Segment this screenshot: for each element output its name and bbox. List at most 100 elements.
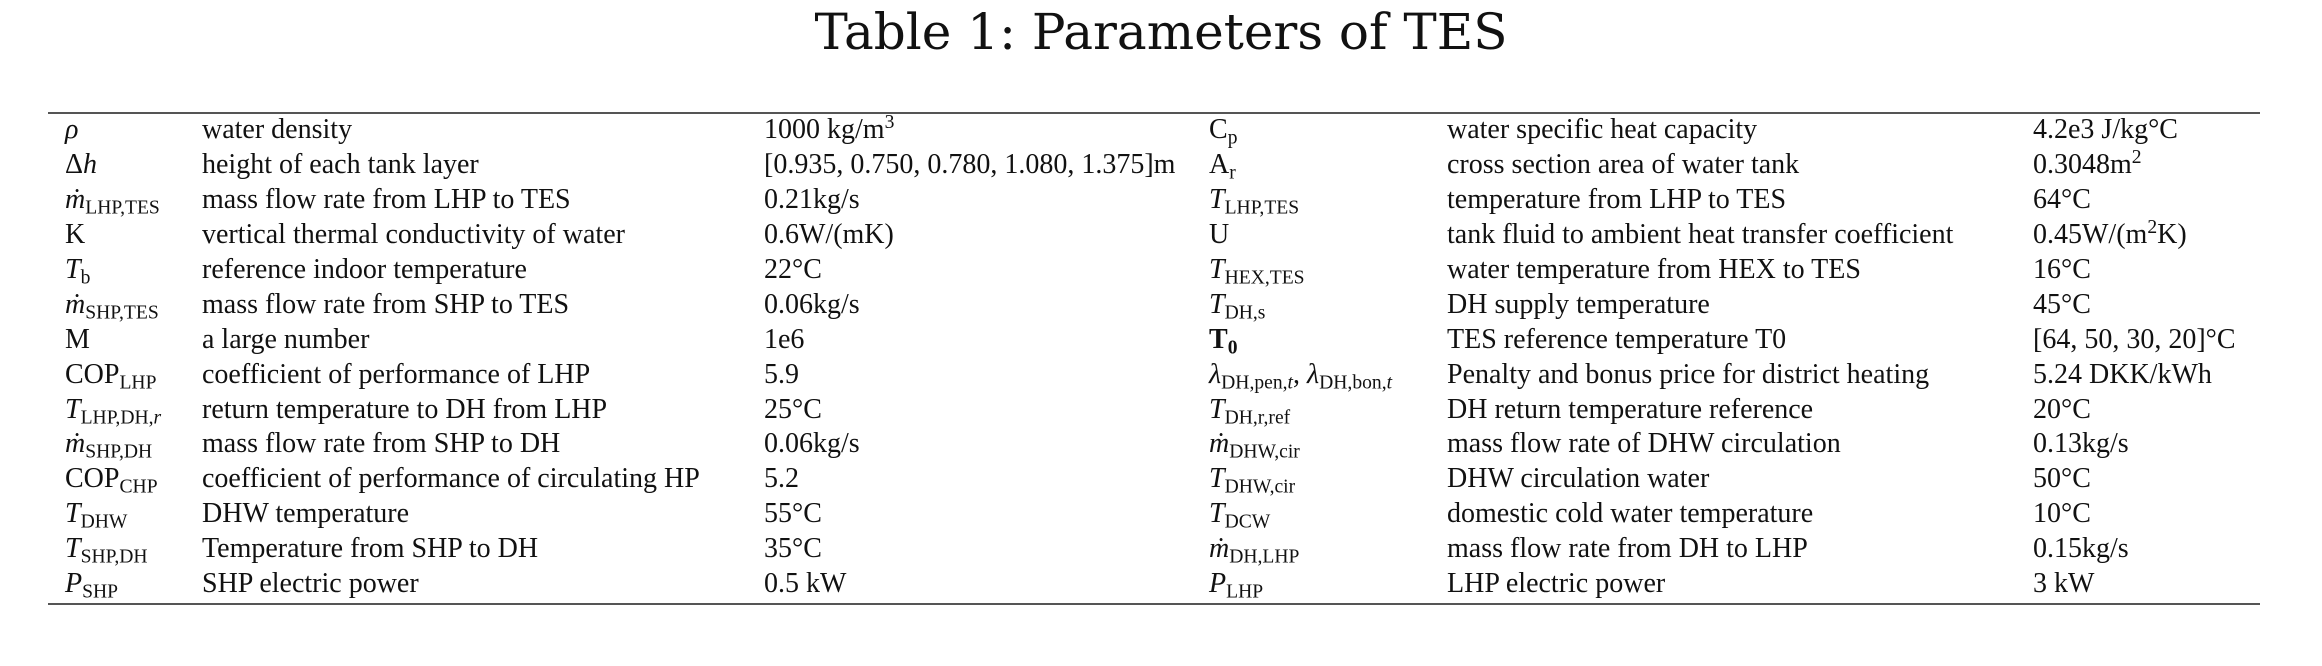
symbol-cell: ṁSHP,DH [65, 428, 153, 463]
description-cell: coefficient of performance of circulatin… [202, 463, 700, 495]
value-cell: 4.2e3 J/kg°C [2033, 114, 2178, 146]
table-row: PSHP SHP electric power 0.5 kW PLHP LHP … [48, 567, 2260, 602]
symbol-cell: T0 [1209, 323, 1238, 359]
table-row: Δh height of each tank layer [0.935, 0.7… [48, 148, 2260, 183]
value-cell: 0.06kg/s [764, 288, 860, 320]
description-cell: mass flow rate of DHW circulation [1447, 428, 1841, 460]
description-cell: reference indoor temperature [202, 254, 527, 285]
description-cell: height of each tank layer [202, 149, 479, 181]
symbol-cell: TDH,s [1209, 288, 1266, 324]
table-top-rule [48, 112, 2260, 114]
symbol-cell: ṁDHW,cir [1209, 428, 1300, 463]
symbol-cell: PSHP [65, 568, 119, 603]
symbol-cell: COPCHP [65, 463, 158, 498]
symbol-cell: U [1209, 219, 1230, 251]
table-row: TSHP,DH Temperature from SHP to DH 35°C … [48, 532, 2260, 567]
table-row: TDHW DHW temperature 55°C TDCW domestic … [48, 497, 2260, 532]
value-cell: 1000 kg/m3 [764, 112, 895, 146]
value-cell: 35°C [764, 533, 822, 565]
description-cell: DHW circulation water [1447, 463, 1710, 495]
value-cell: 45°C [2033, 288, 2091, 320]
symbol-cell: Ar [1209, 149, 1236, 184]
table-row: COPCHP coefficient of performance of cir… [48, 462, 2260, 497]
parameters-table: ρ water density 1000 kg/m3 Cp water spec… [48, 113, 2260, 601]
description-cell: return temperature to DH from LHP [202, 393, 608, 425]
symbol-cell: COPLHP [65, 358, 157, 394]
table-bottom-rule [48, 603, 2260, 605]
symbol-cell: TLHP,DH,r [65, 393, 162, 429]
value-cell: 0.21kg/s [764, 184, 860, 216]
description-cell: water specific heat capacity [1447, 114, 1758, 146]
description-cell: cross section area of water tank [1447, 149, 1800, 181]
table-row: ṁLHP,TES mass flow rate from LHP to TES … [48, 183, 2260, 218]
table-row: ρ water density 1000 kg/m3 Cp water spec… [48, 113, 2260, 148]
value-cell: 16°C [2033, 254, 2091, 285]
value-cell: 5.24 DKK/kWh [2033, 358, 2212, 390]
table-caption: Table 1: Parameters of TES [814, 3, 1508, 61]
description-cell: DHW temperature [202, 498, 410, 530]
table-row: M a large number 1e6 T0 TES reference te… [48, 322, 2260, 359]
table-row: K vertical thermal conductivity of water… [48, 218, 2260, 253]
description-cell: coefficient of performance of LHP [202, 358, 591, 390]
description-cell: TES reference temperature T0 [1447, 323, 1787, 355]
symbol-cell: K [65, 219, 86, 251]
description-cell: LHP electric power [1447, 568, 1666, 600]
symbol-cell: ṁSHP,TES [65, 288, 159, 324]
value-cell: 0.15kg/s [2033, 533, 2129, 565]
description-cell: tank fluid to ambient heat transfer coef… [1447, 219, 1954, 251]
symbol-cell: TDHW,cir [1209, 463, 1296, 498]
description-cell: DH supply temperature [1447, 288, 1710, 320]
symbol-cell: ṁDH,LHP [1209, 533, 1300, 568]
value-cell: 5.9 [764, 358, 799, 390]
value-cell: 10°C [2033, 498, 2091, 530]
table-row: TLHP,DH,r return temperature to DH from … [48, 392, 2260, 429]
description-cell: mass flow rate from LHP to TES [202, 184, 571, 216]
description-cell: mass flow rate from DH to LHP [1447, 533, 1808, 565]
table-row: COPLHP coefficient of performance of LHP… [48, 357, 2260, 394]
description-cell: vertical thermal conductivity of water [202, 219, 625, 251]
value-cell: 22°C [764, 254, 822, 285]
symbol-cell: λDH,pen,t, λDH,bon,t [1209, 358, 1393, 394]
description-cell: SHP electric power [202, 568, 419, 600]
value-cell: 0.6W/(mK) [764, 219, 894, 251]
symbol-cell: Cp [1209, 114, 1238, 149]
symbol-cell: TLHP,TES [1209, 184, 1300, 219]
description-cell: water temperature from HEX to TES [1447, 254, 1861, 285]
value-cell: 3 kW [2033, 568, 2095, 600]
description-cell: domestic cold water temperature [1447, 498, 1814, 530]
symbol-cell: TDHW [65, 498, 128, 533]
value-cell: [64, 50, 30, 20]°C [2033, 323, 2236, 355]
value-cell: [0.935, 0.750, 0.780, 1.080, 1.375]m [764, 149, 1176, 181]
symbol-cell: TDH,r,ref [1209, 393, 1291, 429]
value-cell: 0.45W/(m2K) [2033, 217, 2187, 251]
symbol-cell: ṁLHP,TES [65, 184, 160, 219]
value-cell: 25°C [764, 393, 822, 425]
value-cell: 20°C [2033, 393, 2091, 425]
value-cell: 5.2 [764, 463, 799, 495]
description-cell: a large number [202, 323, 370, 355]
symbol-cell: Δh [65, 149, 98, 181]
table-row: ṁSHP,TES mass flow rate from SHP to TES … [48, 287, 2260, 324]
table-row: Tb reference indoor temperature 22°C THE… [48, 253, 2260, 288]
symbol-cell: TSHP,DH [65, 533, 148, 568]
description-cell: Penalty and bonus price for district hea… [1447, 358, 1930, 390]
value-cell: 55°C [764, 498, 822, 530]
description-cell: mass flow rate from SHP to TES [202, 288, 570, 320]
symbol-cell: Tb [65, 254, 91, 289]
description-cell: Temperature from SHP to DH [202, 533, 539, 565]
value-cell: 0.13kg/s [2033, 428, 2129, 460]
value-cell: 50°C [2033, 463, 2091, 495]
description-cell: mass flow rate from SHP to DH [202, 428, 561, 460]
value-cell: 1e6 [764, 323, 805, 355]
value-cell: 0.3048m2 [2033, 147, 2142, 181]
symbol-cell: TDCW [1209, 498, 1271, 533]
symbol-cell: THEX,TES [1209, 254, 1305, 289]
description-cell: water density [202, 114, 353, 146]
value-cell: 0.06kg/s [764, 428, 860, 460]
table-row: ṁSHP,DH mass flow rate from SHP to DH 0.… [48, 427, 2260, 462]
symbol-cell: M [65, 323, 90, 355]
value-cell: 64°C [2033, 184, 2091, 216]
description-cell: DH return temperature reference [1447, 393, 1814, 425]
description-cell: temperature from LHP to TES [1447, 184, 1787, 216]
value-cell: 0.5 kW [764, 568, 847, 600]
